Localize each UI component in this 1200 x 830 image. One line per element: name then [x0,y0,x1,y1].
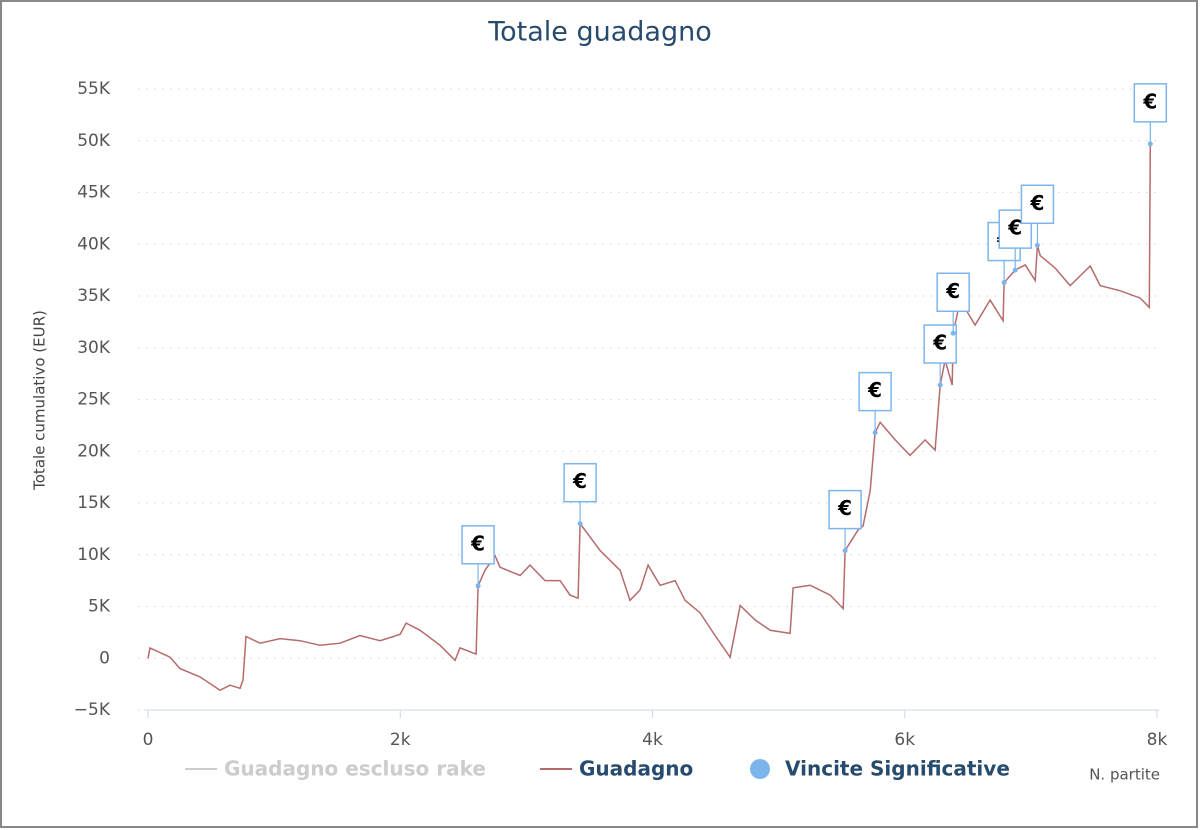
flag-label: € [945,279,960,303]
x-tick-label: 2k [390,730,411,750]
flag-box [1133,83,1168,123]
y-tick-label: 40K [77,234,111,254]
flag-label: € [837,496,852,520]
x-tick-label: 0 [143,730,154,750]
flag-box [858,371,892,412]
x-tick-label: 4k [642,730,663,750]
flag-label: € [1007,216,1022,240]
x-tick-label: 6k [894,730,915,750]
flag-label: € [1029,191,1044,215]
chart-title: Totale guadagno [487,17,712,48]
y-tick-label: 5K [88,597,111,617]
y-tick-label: 55K [77,79,111,99]
point [1034,242,1040,248]
x-axis-title: N. partite [1089,766,1160,784]
line-series [147,143,1152,692]
flag-box [461,525,495,565]
y-tick-label: 35K [77,286,111,306]
legend-label: Guadagno [579,757,693,781]
legend-label: Vincite Significative [785,757,1010,781]
point [872,430,878,436]
point [842,548,848,554]
flag-box [563,462,597,503]
y-tick-label: 10K [77,545,111,565]
flag-label: € [572,469,587,493]
point [577,521,583,527]
y-tick-label: 45K [77,183,111,203]
point [475,583,481,589]
flag-box [828,489,862,530]
flag-label: € [470,531,485,555]
point [950,330,956,336]
y-tick-label: 50K [77,131,111,151]
y-tick-label: 25K [77,390,111,410]
flag-box [923,324,957,364]
point [1012,267,1018,273]
y-tick-label: 0 [99,648,110,668]
flag-label: € [1142,89,1157,113]
legend-label: Guadagno escluso rake [224,757,486,781]
flag-label: € [932,331,947,355]
flag-box [936,272,970,313]
y-tick-label: −5K [74,700,111,720]
y-tick-label: 20K [77,441,111,461]
y-axis-title: Totale cumulativo (EUR) [31,310,49,491]
flag-box [1020,184,1055,225]
legend-symbol [750,759,770,779]
x-tick-label: 8k [1147,730,1168,750]
y-tick-label: 15K [77,493,111,513]
flag-box [998,209,1032,249]
flag-label: € [867,378,882,402]
point [1147,141,1153,147]
point [937,382,943,388]
point [1001,280,1007,286]
y-tick-label: 30K [77,338,111,358]
